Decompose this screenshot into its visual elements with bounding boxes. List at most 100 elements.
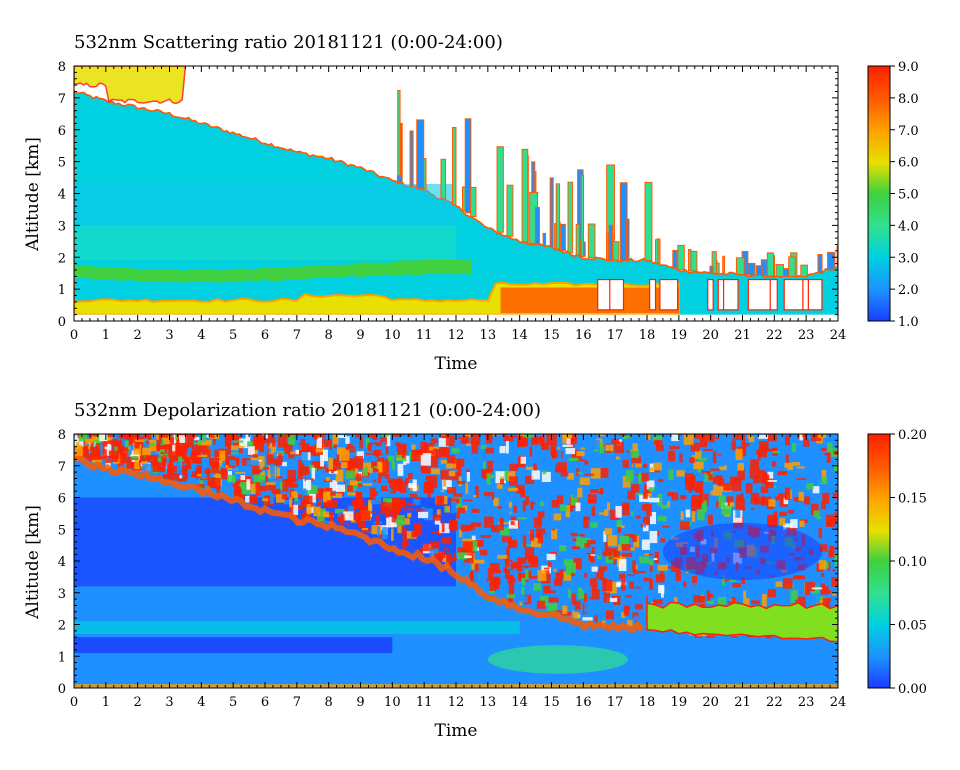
depol-noise-cell <box>268 483 276 491</box>
depol-noise-cell <box>493 563 500 574</box>
depol-noise-cell <box>325 487 333 491</box>
depol-noise-cell <box>281 494 288 500</box>
depol-noise-cell <box>292 494 304 498</box>
depol-noise-cell <box>160 452 165 455</box>
depol-noise-cell <box>474 562 479 573</box>
depol-noise-cell <box>177 477 187 482</box>
depol-noise-cell <box>677 434 683 436</box>
depol-noise-cell <box>828 550 833 558</box>
depol-noise-cell <box>197 440 208 447</box>
depol-noise-cell <box>226 437 234 441</box>
depol-noise-cell <box>351 519 357 523</box>
depol-noise-cell <box>209 434 220 439</box>
depol-noise-cell <box>619 535 630 547</box>
depol-noise-cell <box>270 463 275 475</box>
depol-noise-cell <box>729 476 738 484</box>
depolarization-colorbar-ticks: 0.00 0.05 0.10 0.15 0.20 <box>890 428 927 697</box>
depol-noise-cell <box>591 506 596 517</box>
depol-noise-cell <box>322 449 328 462</box>
scattering-cloud-fragment <box>672 249 678 269</box>
depol-noise-cell <box>643 577 652 582</box>
depol-noise-cell <box>543 567 550 570</box>
scattering-x-label: Time <box>435 354 478 374</box>
depol-noise-cell <box>91 434 101 435</box>
depol-noise-cell <box>517 595 528 603</box>
depol-noise-cell <box>603 592 610 603</box>
depol-noise-cell <box>604 509 609 516</box>
depol-noise-cell <box>683 434 694 445</box>
depol-noise-cell <box>393 498 401 504</box>
depol-noise-cell <box>491 525 500 533</box>
depol-noise-cell <box>263 466 270 470</box>
depol-noise-cell <box>594 546 603 557</box>
depol-noise-cell <box>391 528 394 541</box>
depol-noise-cell <box>385 434 391 447</box>
depol-noise-cell <box>827 561 831 571</box>
depol-noise-cell <box>710 468 721 471</box>
depol-noise-cell <box>689 457 695 463</box>
depol-noise-cell <box>771 461 777 467</box>
depol-noise-cell <box>592 439 600 448</box>
depol-noise-cell <box>483 471 488 480</box>
depol-noise-cell <box>505 569 511 579</box>
depol-noise-cell <box>818 476 828 485</box>
depol-noise-cell <box>375 515 380 526</box>
depol-noise-cell <box>302 495 313 507</box>
depol-noise-cell <box>621 579 626 591</box>
depol-noise-cell <box>414 523 421 531</box>
scattering-colorbar-tick-label: 8.0 <box>898 92 919 107</box>
depol-noise-cell <box>701 434 711 441</box>
depol-noise-cell <box>213 474 220 478</box>
depol-noise-cell <box>347 492 356 496</box>
depol-noise-cell <box>459 529 463 538</box>
depol-noise-cell <box>631 484 640 493</box>
depolarization-x-tick-label: 13 <box>480 695 497 710</box>
depol-noise-cell <box>318 468 326 480</box>
depol-noise-cell <box>429 446 440 451</box>
depol-noise-cell <box>83 444 90 447</box>
scattering-cloud-fragment <box>655 239 659 264</box>
depol-noise-cell <box>629 449 639 459</box>
depol-noise-cell <box>735 509 741 518</box>
depol-noise-cell <box>618 454 624 462</box>
depol-noise-cell <box>407 473 413 479</box>
depol-noise-cell <box>723 482 734 491</box>
depol-noise-cell <box>404 502 411 505</box>
depol-noise-cell <box>750 508 755 511</box>
depol-noise-cell <box>173 465 177 473</box>
depol-noise-cell <box>697 457 707 461</box>
depol-noise-cell <box>434 517 441 525</box>
depol-noise-cell <box>584 473 595 476</box>
depol-noise-cell <box>184 458 190 464</box>
depol-noise-cell <box>381 441 386 454</box>
depol-noise-cell <box>767 589 776 598</box>
depol-noise-cell <box>390 491 396 494</box>
depol-noise-cell <box>570 494 579 506</box>
depol-noise-cell <box>520 456 526 464</box>
depolarization-y-tick-label: 2 <box>58 619 66 634</box>
depol-noise-cell <box>542 470 547 475</box>
depol-noise-cell <box>642 492 648 499</box>
depol-noise-cell <box>566 437 575 448</box>
depol-noise-cell <box>598 491 606 495</box>
depol-noise-cell <box>649 497 660 503</box>
depol-noise-cell <box>365 438 370 448</box>
depol-noise-cell <box>662 525 671 528</box>
depol-noise-cell <box>562 434 571 435</box>
depol-noise-cell <box>396 443 407 455</box>
depol-noise-cell <box>622 502 630 516</box>
scattering-clear-gap <box>747 278 771 311</box>
scattering-x-tick-label: 19 <box>671 328 688 343</box>
depol-noise-cell <box>320 454 324 467</box>
depol-noise-cell <box>657 479 664 483</box>
depolarization-colorbar <box>867 433 891 689</box>
depol-noise-cell <box>601 446 609 451</box>
depol-noise-cell <box>472 495 477 498</box>
scattering-colorbar-tick-label: 5.0 <box>898 188 919 203</box>
depol-noise-cell <box>525 496 530 506</box>
depol-noise-cell <box>735 593 744 606</box>
depol-noise-cell <box>388 509 399 516</box>
depol-noise-cell <box>468 540 478 552</box>
depol-noise-cell <box>634 586 641 589</box>
depol-noise-cell <box>618 559 627 572</box>
